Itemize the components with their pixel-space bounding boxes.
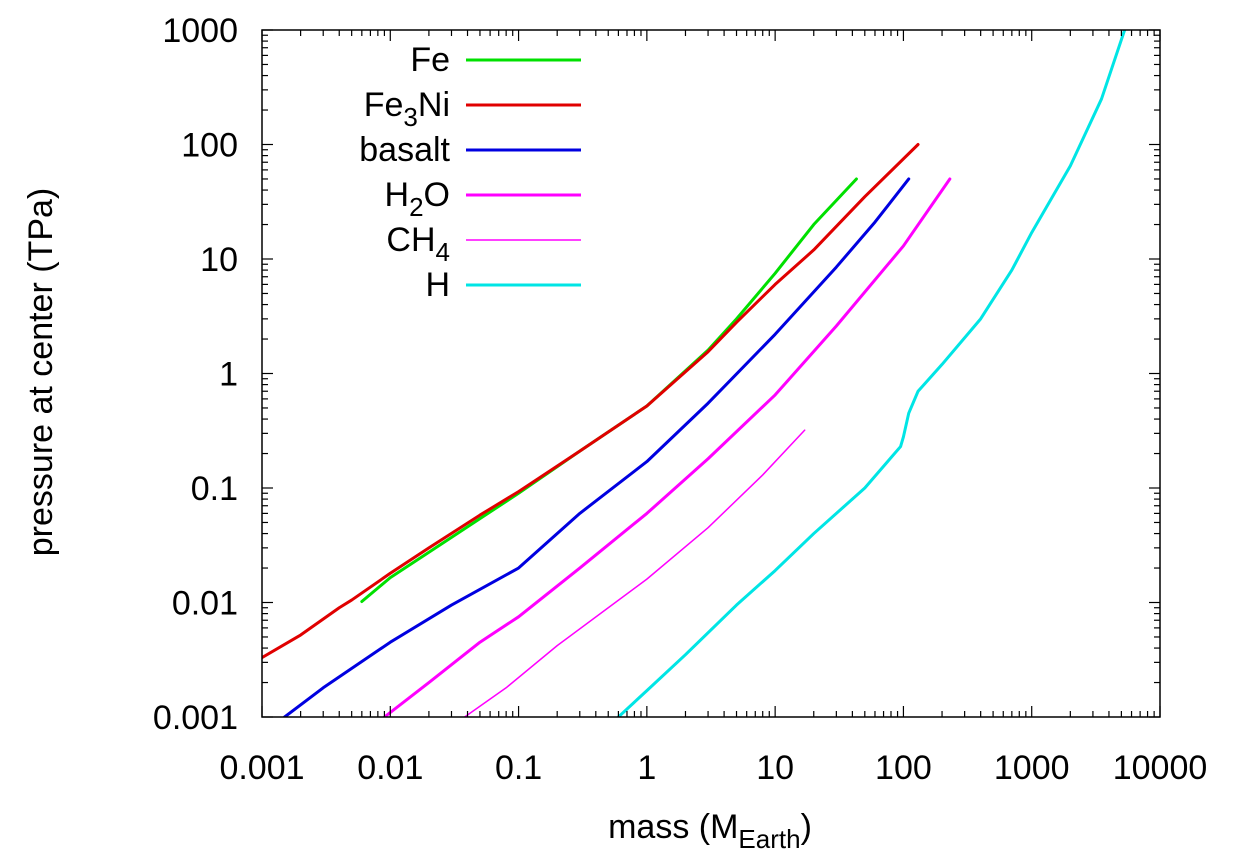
legend-label: Fe <box>410 41 450 79</box>
legend-item-fe3ni: Fe3Ni <box>364 86 581 132</box>
legend-label-main: basalt <box>359 131 450 169</box>
legend-label-end: Ni <box>418 86 450 124</box>
legend-label-main: Fe <box>410 41 450 79</box>
x-axis-title-sub: Earth <box>738 824 800 854</box>
y-tick-label: 1000 <box>162 12 238 50</box>
legend-item-fe: Fe <box>410 41 581 79</box>
y-axis-title: pressure at center (TPa) <box>22 188 60 556</box>
y-tick-label: 0.001 <box>153 699 238 737</box>
legend-label: H <box>425 266 450 304</box>
axis-ticks <box>261 29 1161 718</box>
x-tick-label: 1 <box>637 749 656 787</box>
legend-label-main: H <box>385 176 410 214</box>
y-tick-label: 0.1 <box>191 470 238 508</box>
y-tick-label: 10 <box>200 241 238 279</box>
legend-item-ch4: CH4 <box>386 221 581 267</box>
legend-label: Fe3Ni <box>364 86 450 132</box>
legend-label-main: H <box>425 266 450 304</box>
legend-label-main: Fe <box>364 86 404 124</box>
x-tick-label: 0.001 <box>219 749 304 787</box>
y-tick-label: 0.01 <box>172 585 238 623</box>
legend-label-sub: 3 <box>403 102 417 132</box>
x-tick-label: 0.1 <box>495 749 542 787</box>
legend-label: CH4 <box>386 221 450 267</box>
legend-label: basalt <box>359 131 450 169</box>
legend-label: H2O <box>385 176 450 222</box>
x-axis-title-main: mass (M <box>608 808 738 846</box>
series-line-h2o <box>382 177 952 717</box>
legend-label-end: O <box>424 176 450 214</box>
x-tick-label: 10000 <box>1113 749 1208 787</box>
legend-item-h: H <box>425 266 581 304</box>
series-line-basalt <box>283 177 911 717</box>
x-tick-label: 100 <box>875 749 932 787</box>
x-axis-title-end: ) <box>801 808 812 846</box>
y-tick-labels: 0.001 0.01 0.1 1 10 100 1000 <box>153 12 238 737</box>
series-line-ch4 <box>463 429 806 717</box>
x-axis-title: mass (MEarth) <box>608 808 812 854</box>
x-tick-label: 10 <box>756 749 794 787</box>
y-tick-label: 1 <box>219 356 238 394</box>
plot-lines <box>262 30 1127 717</box>
legend-label-main: CH <box>386 221 435 259</box>
legend-item-h2o: H2O <box>385 176 581 222</box>
legend-label-sub: 4 <box>436 237 450 267</box>
x-tick-labels: 0.001 0.01 0.1 1 10 100 1000 10000 <box>219 749 1207 787</box>
y-tick-label: 100 <box>181 127 238 165</box>
series-line-h <box>616 30 1127 717</box>
legend-item-basalt: basalt <box>359 131 581 169</box>
x-tick-label: 1000 <box>994 749 1070 787</box>
series-line-fe3ni <box>262 143 920 660</box>
legend-label-sub: 2 <box>409 192 423 222</box>
x-tick-label: 0.01 <box>357 749 423 787</box>
